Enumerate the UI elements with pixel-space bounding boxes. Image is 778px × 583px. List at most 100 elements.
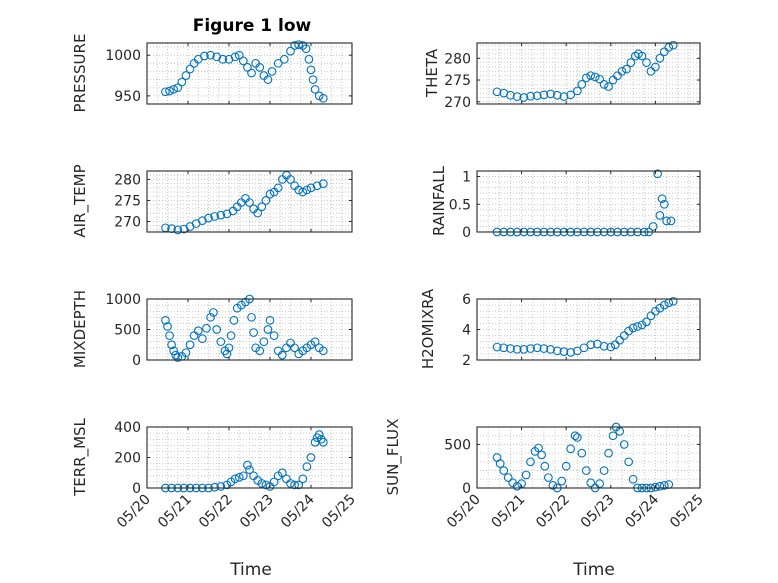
data-point (590, 72, 600, 82)
data-point (259, 337, 269, 347)
data-point (273, 183, 283, 193)
data-point (651, 306, 660, 316)
plot-area-terr-msl: 0 200 400 05/20 05/21 05/22 05/23 05/24 05/25 (114, 420, 359, 531)
data-point (222, 349, 232, 359)
data-point (247, 68, 256, 78)
data-point (666, 216, 676, 226)
subplot-sun-flux: SUN_FLUX 0 500 05/20 05/21 05/22 05/23 05/24 05… (384, 419, 707, 532)
data-point (226, 331, 236, 340)
x-tick-label: 05/24 (622, 491, 662, 531)
data-point (512, 344, 522, 354)
data-point (659, 481, 669, 490)
data-point (546, 89, 555, 99)
data-point (161, 316, 170, 325)
data-point (651, 62, 660, 72)
data-point (185, 340, 195, 350)
data-point (193, 326, 203, 336)
plot-area-air-temp: 270 275 280 (114, 170, 353, 235)
y-tick-label: 0 (462, 225, 471, 241)
data-point (310, 337, 320, 347)
data-point (659, 199, 669, 209)
data-point (624, 457, 633, 467)
subplot-h2omixra: H2OMIXRA 2 4 6 (419, 288, 701, 369)
data-point (566, 444, 576, 454)
y-axis-label-rainfall: RAINFALL (430, 165, 448, 236)
plot-area-mixdepth: 0 500 1000 (105, 292, 353, 369)
x-tick-label: 05/20 (114, 492, 154, 532)
data-point (181, 348, 191, 358)
data-point (224, 343, 234, 353)
data-point (306, 183, 316, 193)
axes-box (476, 42, 701, 105)
data-point (655, 53, 665, 63)
data-point (539, 90, 549, 100)
data-point (318, 179, 328, 188)
data-point (506, 344, 515, 353)
data-point (230, 474, 240, 484)
data-point (613, 71, 622, 81)
subplot-theta: THETA 270 275 280 (423, 40, 701, 111)
data-point (572, 86, 582, 96)
data-point (239, 56, 248, 66)
data-point (286, 46, 295, 56)
data-point (532, 91, 542, 101)
data-series (492, 40, 678, 102)
data-point (559, 347, 569, 356)
data-point (173, 225, 183, 235)
data-series (161, 40, 328, 103)
data-point (617, 66, 627, 76)
y-axis-label-h2omixra: H2OMIXRA (419, 288, 437, 369)
plot-area-h2omixra: 2 4 6 (462, 292, 701, 369)
data-point (261, 196, 271, 205)
axes-box (146, 170, 353, 233)
data-point (318, 437, 328, 447)
data-point (540, 461, 550, 471)
data-point (255, 63, 265, 72)
data-point (512, 92, 522, 101)
data-series (492, 422, 674, 493)
data-point (216, 482, 226, 491)
data-point (216, 210, 226, 220)
data-point (595, 74, 605, 84)
data-point (314, 430, 324, 439)
y-tick-label: 280 (114, 172, 141, 188)
y-tick-label: 1000 (105, 48, 141, 64)
data-point (648, 222, 658, 231)
data-point (566, 348, 576, 357)
axes-box (146, 42, 353, 105)
data-point (247, 312, 256, 322)
data-point (216, 337, 226, 347)
data-point (257, 202, 267, 212)
data-point (552, 90, 562, 100)
data-point (173, 83, 183, 93)
data-point (655, 481, 665, 491)
chart-title: Figure 1 low (193, 16, 312, 36)
x-tick-label: 05/22 (533, 492, 573, 532)
y-tick-label: 400 (114, 420, 141, 436)
x-tick-label: 05/20 (444, 492, 484, 532)
data-point (628, 474, 638, 484)
data-point (561, 461, 571, 471)
data-point (521, 470, 531, 480)
data-point (653, 169, 662, 179)
data-point (608, 75, 618, 85)
subplot-mixdepth: MIXDEPTH 0 500 1000 (71, 290, 353, 369)
data-point (646, 311, 656, 321)
data-point (306, 65, 316, 75)
data-point (548, 481, 558, 490)
data-point (495, 459, 505, 468)
data-point (624, 326, 633, 336)
y-tick-label: 0 (462, 481, 471, 497)
data-point (167, 340, 176, 350)
y-tick-label: 1000 (105, 292, 141, 308)
y-tick-label: 950 (114, 89, 141, 105)
data-point (308, 75, 318, 84)
data-point (606, 342, 616, 352)
data-point (539, 344, 549, 353)
data-point (301, 44, 311, 54)
y-tick-label: 0 (132, 353, 141, 369)
x-axis-label-left: Time (229, 560, 272, 580)
data-point (546, 344, 555, 354)
